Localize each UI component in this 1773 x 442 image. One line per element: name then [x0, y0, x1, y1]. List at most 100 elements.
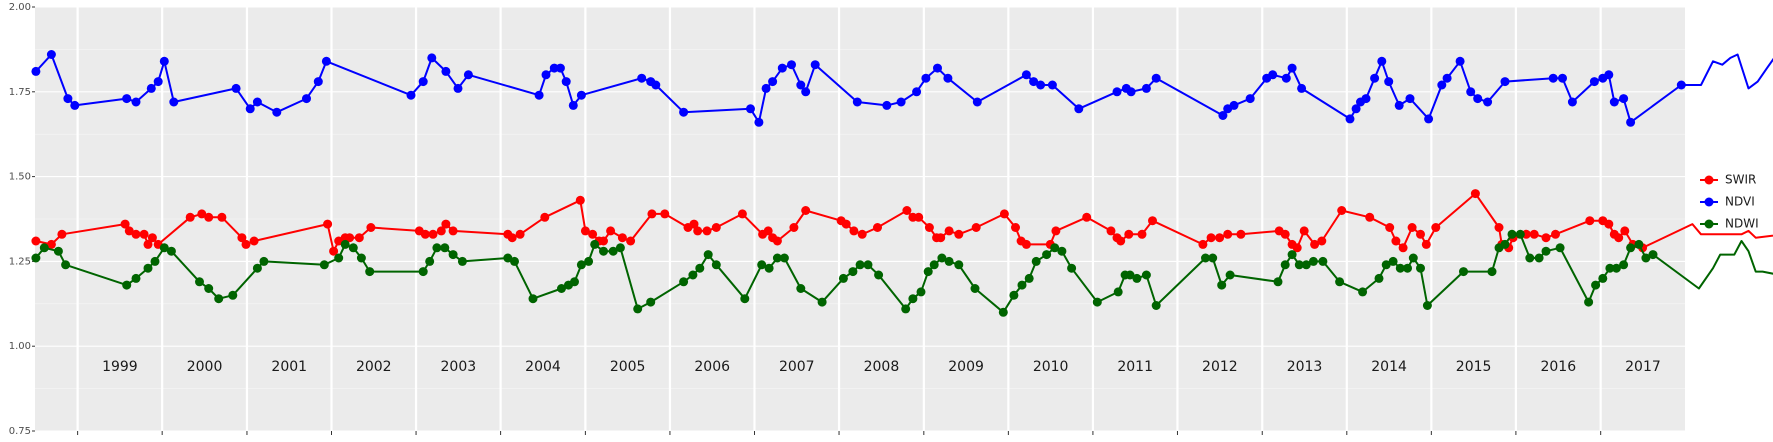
major-gridlines: [35, 6, 1685, 435]
ndwi-point: [1591, 280, 1601, 290]
ndwi-point: [334, 253, 344, 263]
ndvi-point: [1676, 80, 1686, 90]
ndvi-point: [1548, 73, 1558, 83]
year-label: 2008: [864, 359, 900, 375]
y-tick-marks: [32, 6, 35, 432]
ndwi-point: [1031, 256, 1041, 266]
ndwi-point: [711, 260, 721, 270]
swir-point: [647, 209, 657, 219]
swir-point: [1398, 243, 1408, 253]
swir-point: [588, 229, 598, 239]
ndwi-point: [1500, 239, 1510, 249]
swir-point: [237, 233, 247, 243]
y-tick-label: 1.25: [9, 256, 31, 267]
ndwi-point: [61, 260, 71, 270]
swir-point: [1223, 229, 1233, 239]
ndvi-point: [1029, 77, 1039, 87]
swir-point: [197, 209, 207, 219]
ndvi-point: [1268, 70, 1278, 80]
ndwi-point: [418, 267, 428, 277]
ndwi-point: [1395, 263, 1405, 273]
ndwi-point: [817, 297, 827, 307]
ndwi-point: [440, 243, 450, 253]
ndwi-point: [1515, 229, 1525, 239]
ndvi-point: [441, 66, 451, 76]
ndwi-point: [1057, 246, 1067, 256]
swir-point: [1206, 233, 1216, 243]
swir-point: [580, 226, 590, 236]
ndwi-point: [838, 273, 848, 283]
swir-point: [507, 233, 517, 243]
ndvi-point: [63, 94, 73, 104]
ndwi-point: [863, 260, 873, 270]
ndwi-point: [1611, 263, 1621, 273]
ndvi-point: [1126, 87, 1136, 97]
ndwi-point: [1132, 273, 1142, 283]
ndwi-point: [166, 246, 176, 256]
ndwi-point: [908, 294, 918, 304]
ndvi-point: [921, 73, 931, 83]
ndwi-point: [1301, 260, 1311, 270]
ndwi-point: [31, 253, 41, 263]
ndwi-point: [848, 267, 858, 277]
swir-point: [124, 226, 134, 236]
ndwi-point: [1335, 277, 1345, 287]
ndvi-point: [852, 97, 862, 107]
ndwi-point: [39, 243, 49, 253]
swir-point: [540, 212, 550, 222]
ndvi-point: [882, 100, 892, 110]
swir-point: [693, 226, 703, 236]
swir-point: [702, 226, 712, 236]
swir-point: [204, 212, 214, 222]
ndwi-point: [356, 253, 366, 263]
ndwi-point: [204, 284, 214, 293]
ndwi-point: [1507, 229, 1517, 239]
ndwi-point: [425, 256, 435, 266]
ndwi-point: [1388, 256, 1398, 266]
year-label: 2005: [610, 359, 646, 375]
ndvi-point: [555, 63, 565, 73]
swir-point: [329, 246, 339, 256]
legend-label: NDWI: [1725, 217, 1759, 231]
ndvi-point: [1473, 94, 1483, 104]
year-label: 2013: [1287, 359, 1323, 375]
ndvi-point: [754, 117, 764, 127]
swir-point: [1124, 229, 1134, 239]
ndwi-point: [1017, 280, 1027, 290]
ndvi-point: [427, 53, 437, 63]
swir-point: [1198, 239, 1208, 249]
swir-point: [1421, 239, 1431, 249]
legend-item-swir: SWIR: [1700, 173, 1756, 187]
ndwi-point: [1067, 263, 1077, 273]
swir-point: [143, 239, 153, 249]
swir-point: [1431, 223, 1441, 232]
year-label: 2002: [356, 359, 392, 375]
ndwi-point: [590, 239, 600, 249]
y-axis: 0.75 1.00 1.25 1.50 1.75 2.00: [9, 2, 35, 437]
year-label: 2006: [694, 359, 730, 375]
ndwi-point: [1042, 250, 1052, 260]
ndwi-point: [916, 287, 926, 297]
legend-key-point: [1704, 175, 1714, 185]
ndwi-point: [348, 243, 358, 253]
ndwi-point: [1151, 301, 1161, 310]
swir-point: [1337, 206, 1347, 215]
ndwi-point: [557, 284, 566, 293]
swir-point: [1620, 226, 1630, 236]
ndvi-point: [1021, 70, 1031, 80]
ndwi-point: [1024, 273, 1034, 283]
swir-point: [515, 229, 525, 239]
ndvi-point: [637, 73, 647, 83]
ndvi-point: [1047, 80, 1057, 90]
swir-point: [428, 229, 438, 239]
year-label: 2009: [948, 359, 984, 375]
ndwi-point: [1294, 260, 1304, 270]
swir-point: [1614, 233, 1624, 243]
ndvi-point: [651, 80, 661, 90]
y-tick-label: 0.75: [9, 426, 31, 437]
ndwi-point: [584, 256, 594, 266]
legend-key-point: [1704, 219, 1714, 229]
swir-point: [131, 229, 141, 239]
ndvi-point: [252, 97, 262, 107]
ndwi-point: [1050, 243, 1060, 253]
